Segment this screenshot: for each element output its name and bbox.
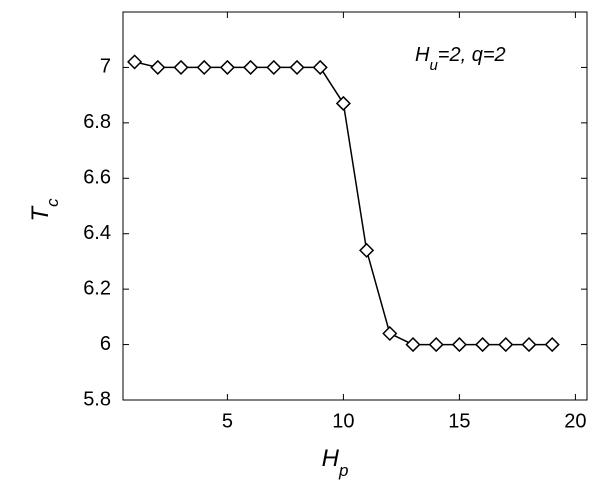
y-tick-label: 6	[100, 333, 111, 355]
annotation-sub: u	[429, 57, 438, 74]
x-tick-label: 5	[222, 410, 233, 432]
data-point	[335, 95, 351, 112]
x-tick-label: 20	[564, 410, 586, 432]
data-point	[196, 59, 212, 75]
annotation: Hu=2, q=2	[415, 44, 506, 74]
y-tick-label: 6.6	[83, 167, 111, 189]
data-point	[475, 337, 491, 353]
plot-frame	[122, 11, 588, 401]
data-point	[312, 59, 328, 75]
data-point	[521, 337, 537, 353]
y-label-sub: c	[43, 198, 62, 207]
x-tick-label: 15	[448, 410, 470, 432]
x-label-main: H	[322, 445, 340, 472]
data-point	[498, 337, 514, 353]
x-tick-label: 10	[332, 410, 354, 432]
data-point	[243, 59, 259, 75]
y-tick-label: 6.2	[83, 277, 111, 299]
annotation-rest: =2, q=2	[438, 44, 506, 66]
x-label-sub: p	[338, 461, 348, 480]
data-point	[219, 59, 235, 75]
y-label-main: T	[27, 205, 54, 222]
data-point	[405, 337, 421, 353]
data-point	[428, 337, 444, 353]
data-point	[266, 59, 282, 75]
data-point	[359, 242, 375, 258]
y-tick-label: 5.8	[83, 388, 111, 410]
data-point	[127, 54, 143, 70]
data-point	[173, 59, 189, 75]
data-point	[451, 337, 467, 353]
data-point	[544, 337, 560, 353]
data-point	[289, 59, 305, 75]
data-point	[150, 59, 166, 75]
x-axis-label: Hp	[322, 445, 349, 480]
annotation-main: H	[415, 44, 430, 66]
y-axis-label: Tc	[27, 198, 62, 222]
y-tick-label: 6.8	[83, 111, 111, 133]
data-point	[382, 325, 398, 342]
y-tick-label: 6.4	[83, 222, 111, 244]
y-axis-label-group: Tc	[27, 198, 62, 222]
y-tick-label: 7	[100, 56, 111, 78]
